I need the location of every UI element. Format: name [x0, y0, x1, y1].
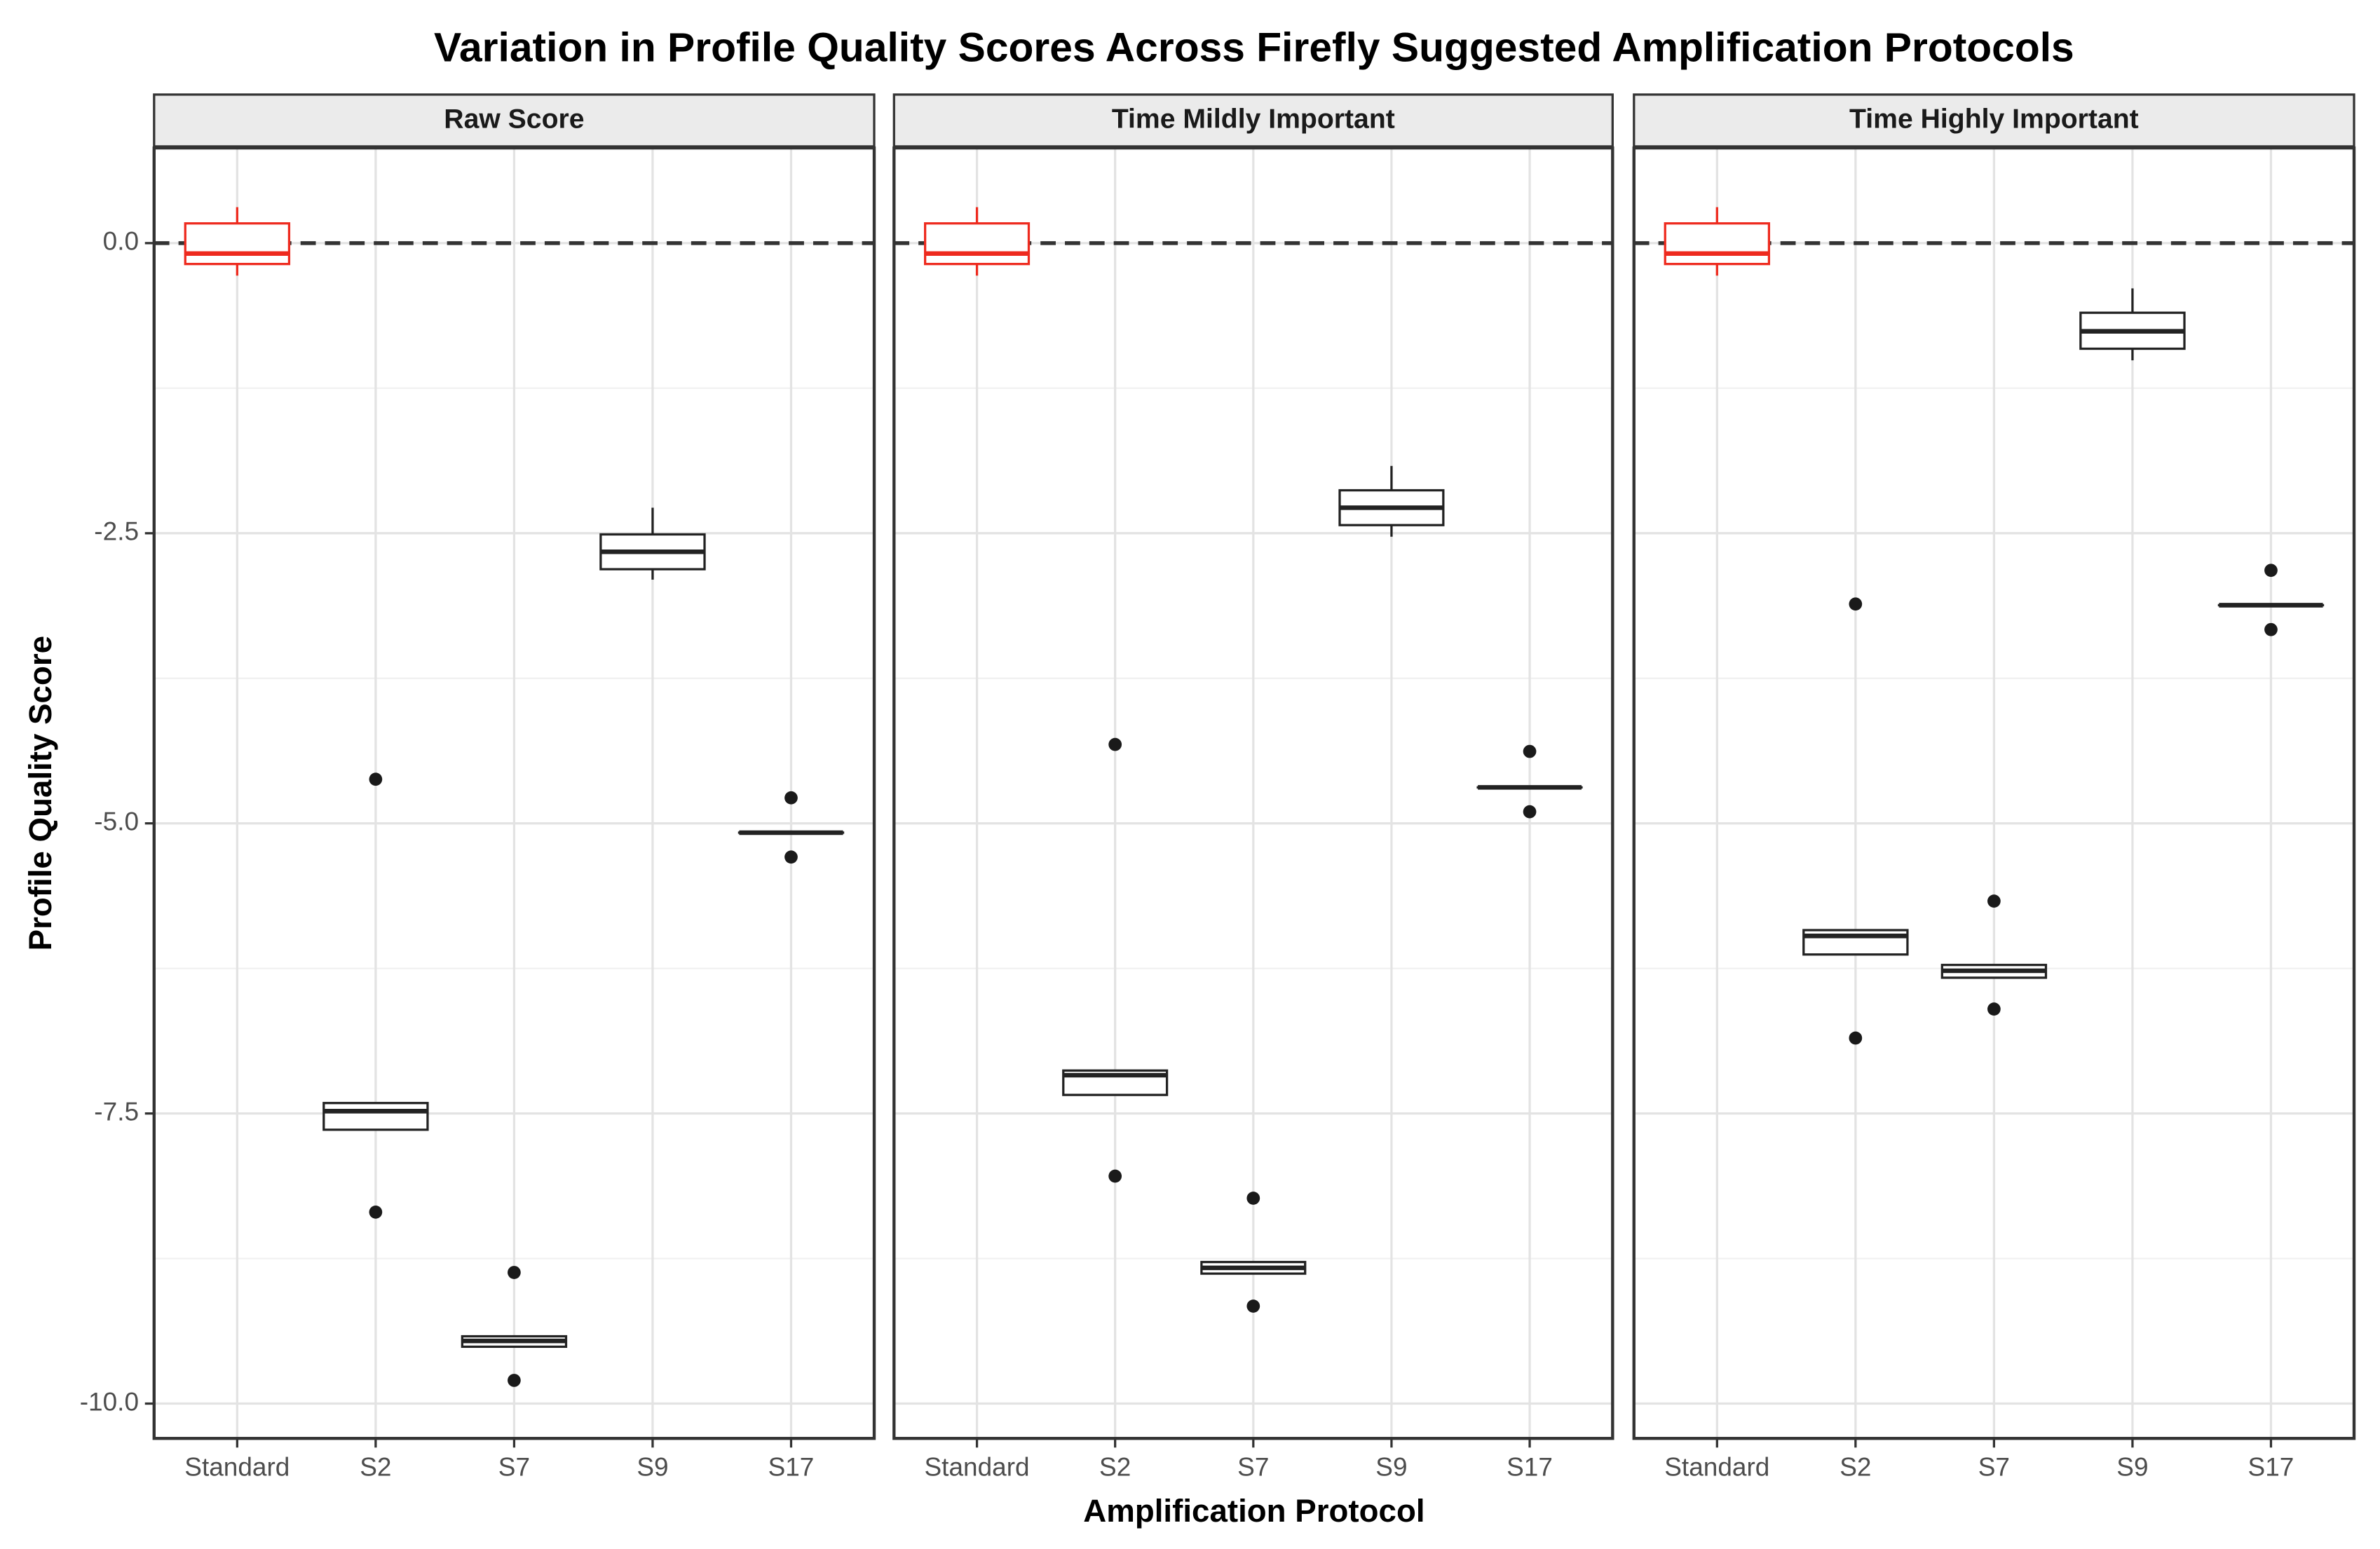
- outlier: [784, 850, 798, 864]
- y-axis-title: Profile Quality Score: [22, 636, 58, 950]
- strip-label: Time Mildly Important: [1112, 104, 1395, 134]
- outlier: [2264, 622, 2278, 636]
- x-tick-label: S2: [1840, 1453, 1871, 1482]
- strip: [153, 93, 876, 148]
- x-tick-label: S9: [2116, 1453, 2148, 1482]
- x-tick-label: S2: [1099, 1453, 1131, 1482]
- x-tick-label: S9: [1375, 1453, 1407, 1482]
- outlier: [1849, 597, 1863, 611]
- y-tick-label: -5.0: [94, 807, 139, 835]
- box: [322, 1102, 429, 1131]
- box: [184, 222, 291, 266]
- box: [924, 222, 1031, 266]
- chart-title: Variation in Profile Quality Scores Acro…: [434, 25, 2074, 70]
- outlier: [369, 772, 383, 786]
- outlier: [1523, 744, 1537, 758]
- outlier: [2264, 564, 2278, 578]
- outlier: [1246, 1299, 1260, 1313]
- box: [1664, 222, 1771, 266]
- outlier: [784, 791, 798, 805]
- x-tick-label: S17: [768, 1453, 815, 1482]
- outlier: [1987, 1002, 2001, 1016]
- strip-label: Time Highly Important: [1849, 104, 2139, 134]
- x-tick-label: S17: [2248, 1453, 2294, 1482]
- x-tick-label: S7: [1978, 1453, 2010, 1482]
- x-tick-label: S17: [1507, 1453, 1553, 1482]
- x-axis-title: Amplification Protocol: [1083, 1493, 1424, 1529]
- outlier: [1523, 805, 1537, 819]
- x-tick-label: S7: [498, 1453, 530, 1482]
- outlier: [1987, 894, 2001, 908]
- strip: [1633, 93, 2355, 148]
- y-tick-label: 0.0: [103, 227, 139, 256]
- x-tick-label: S2: [360, 1453, 391, 1482]
- x-tick-label: Standard: [184, 1453, 290, 1482]
- outlier: [508, 1266, 521, 1279]
- x-tick-label: S9: [637, 1453, 668, 1482]
- outlier: [1108, 1169, 1122, 1183]
- outlier: [1246, 1192, 1260, 1205]
- x-tick-label: Standard: [925, 1453, 1030, 1482]
- panel-border: [1632, 146, 2356, 1440]
- outlier: [508, 1374, 521, 1387]
- y-tick-label: -10.0: [80, 1387, 139, 1416]
- panel-border: [152, 146, 876, 1440]
- x-tick-label: S7: [1237, 1453, 1269, 1482]
- x-tick-label: Standard: [1664, 1453, 1769, 1482]
- outlier: [369, 1206, 383, 1219]
- outlier: [1849, 1031, 1863, 1045]
- y-tick-label: -7.5: [94, 1097, 139, 1126]
- y-tick-label: -2.5: [94, 517, 139, 546]
- outlier: [1108, 737, 1122, 751]
- panel-border: [892, 146, 1614, 1440]
- strip-label: Raw Score: [444, 104, 584, 134]
